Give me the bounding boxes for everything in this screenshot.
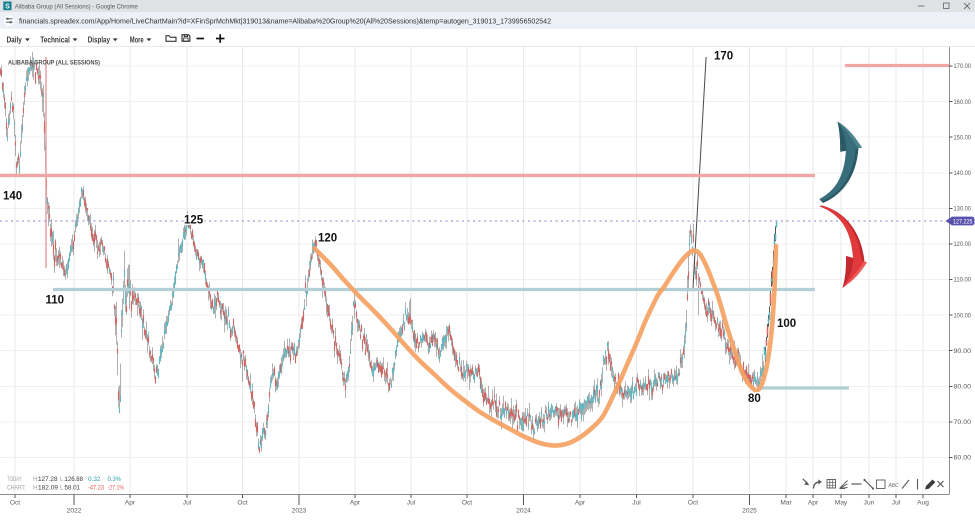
svg-text:H:: H: (33, 485, 40, 492)
svg-text:Oct: Oct (462, 500, 472, 507)
svg-text:110: 110 (46, 295, 65, 307)
svg-text:Apr: Apr (350, 500, 361, 507)
svg-text:2022: 2022 (67, 508, 82, 515)
svg-text:L:: L: (60, 476, 66, 483)
svg-text:170: 170 (714, 51, 733, 63)
svg-text:58.01: 58.01 (65, 485, 81, 492)
svg-text:Apr: Apr (125, 500, 136, 507)
svg-text:TODAY:: TODAY: (7, 476, 23, 483)
svg-text:0.32: 0.32 (88, 476, 101, 483)
svg-text:Jul: Jul (183, 500, 192, 507)
svg-text:H:: H: (33, 476, 40, 483)
svg-text:Jul: Jul (892, 500, 901, 507)
svg-text:ABC: ABC (888, 483, 900, 489)
svg-text:Oct: Oct (688, 500, 698, 507)
svg-text:ALIBABA GROUP (ALL SESSIONS): ALIBABA GROUP (ALL SESSIONS) (8, 60, 100, 67)
svg-text:80: 80 (748, 393, 761, 405)
svg-text:126.88: 126.88 (65, 476, 84, 483)
svg-text:Oct: Oct (237, 500, 247, 507)
svg-text:70.00: 70.00 (954, 419, 972, 426)
svg-text:125: 125 (184, 215, 204, 227)
svg-text:L:: L: (60, 485, 66, 492)
svg-text:Display: Display (88, 36, 111, 45)
svg-text:Alibaba Group (All Sessions) -: Alibaba Group (All Sessions) - Google Ch… (15, 3, 138, 10)
svg-text:Apr: Apr (575, 500, 586, 507)
svg-text:financials.spreadex.com/App/Ho: financials.spreadex.com/App/Home/LiveCha… (19, 18, 551, 25)
svg-text:2023: 2023 (292, 508, 307, 515)
svg-text:100.00: 100.00 (954, 312, 972, 319)
svg-text:2025: 2025 (742, 508, 757, 515)
svg-text:CHART:: CHART: (7, 485, 26, 492)
svg-text:Oct: Oct (10, 500, 20, 507)
svg-text:More: More (130, 36, 144, 45)
svg-text:120: 120 (318, 233, 337, 245)
svg-text:100: 100 (777, 318, 796, 330)
svg-text:127.28: 127.28 (38, 476, 58, 483)
svg-text:Jun: Jun (864, 500, 875, 507)
svg-text:Technical: Technical (40, 36, 70, 45)
svg-text:160.00: 160.00 (954, 99, 972, 106)
svg-text:-47.23: -47.23 (88, 485, 104, 492)
svg-text:140: 140 (3, 191, 22, 203)
svg-text:140.00: 140.00 (954, 170, 972, 177)
svg-text:127.225: 127.225 (953, 218, 973, 225)
svg-text:Jul: Jul (407, 500, 416, 507)
svg-text:110.00: 110.00 (954, 277, 972, 284)
svg-text:130.00: 130.00 (954, 206, 972, 213)
svg-text:S: S (5, 3, 10, 10)
svg-text:May: May (835, 500, 848, 507)
svg-text:Apr: Apr (808, 500, 819, 507)
svg-text:Daily: Daily (7, 36, 23, 45)
svg-text:150.00: 150.00 (954, 134, 972, 141)
svg-text:Aug: Aug (917, 500, 929, 507)
svg-text:182.09: 182.09 (38, 485, 59, 492)
svg-text:170.00: 170.00 (954, 63, 972, 70)
svg-text:0.3%: 0.3% (108, 476, 122, 483)
svg-text:80.00: 80.00 (954, 384, 972, 391)
svg-text:120.00: 120.00 (954, 241, 972, 248)
svg-text:2024: 2024 (516, 508, 531, 515)
svg-text:90.00: 90.00 (954, 348, 972, 355)
svg-text:-27.1%: -27.1% (108, 485, 125, 492)
svg-text:60.00: 60.00 (954, 455, 972, 462)
svg-text:Mar: Mar (780, 500, 792, 507)
svg-text:Jul: Jul (632, 500, 641, 507)
